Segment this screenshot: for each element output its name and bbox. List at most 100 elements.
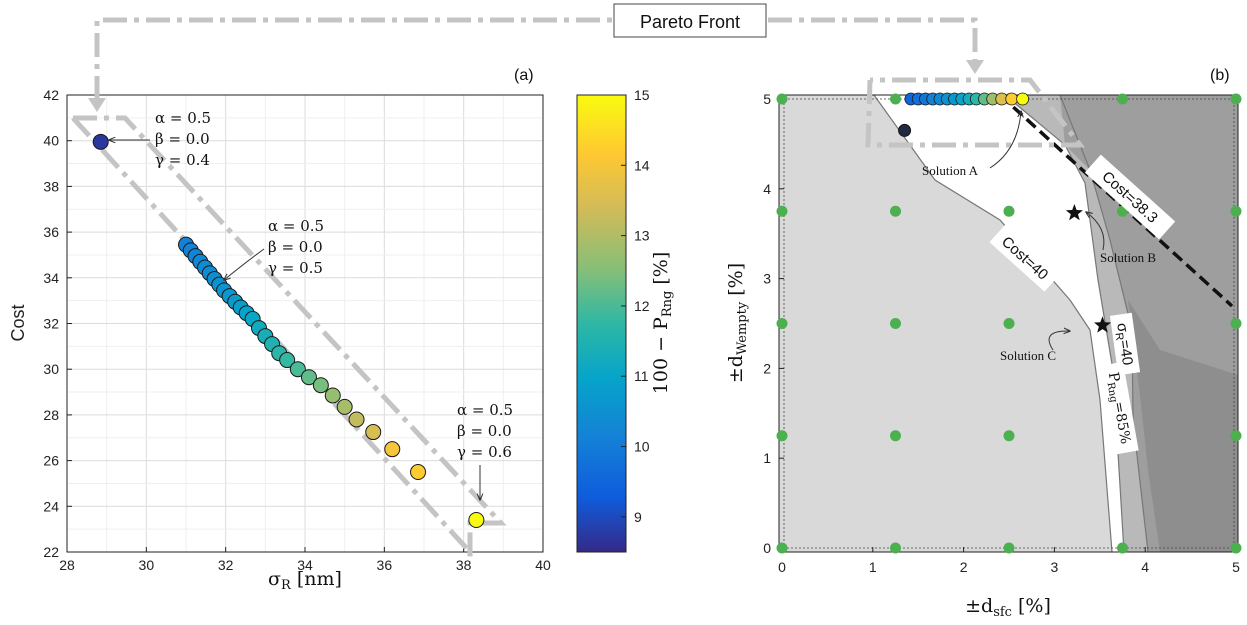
annotation-2-arrow — [224, 248, 265, 280]
annotation-2-line-3: γ = 0.5 — [268, 259, 323, 277]
sample-point — [776, 93, 788, 105]
x-axis-label-b: ±dsfc [%] — [965, 595, 1051, 620]
pareto-point-b — [1016, 92, 1030, 106]
y-tick-label: 32 — [43, 316, 59, 332]
y-tick-label: 34 — [43, 270, 59, 286]
annotation-1: α = 0.5 β = 0.0 γ = 0.4 — [109, 109, 211, 169]
solution-a-label: Solution A — [922, 163, 979, 178]
contour-label-sigma: σR=40 — [1109, 312, 1141, 376]
panel-label-a: (a) — [514, 67, 534, 84]
solution-c-arrow — [1048, 331, 1070, 351]
pareto-connector-left — [94, 17, 612, 100]
pareto-enclosure-b — [865, 77, 1086, 148]
sample-point — [1003, 430, 1015, 442]
colorbar-tick-label: 14 — [634, 157, 650, 173]
sample-point — [1003, 318, 1015, 329]
contour-label-sigma-text: σR=40 — [1111, 322, 1136, 367]
sample-point — [1230, 318, 1242, 329]
pareto-points-b — [904, 92, 1030, 106]
scatter-point — [365, 424, 382, 441]
contour-label-prng-bg — [1101, 361, 1139, 455]
y-tick-label-b: 2 — [763, 360, 771, 376]
y-tick-label: 26 — [43, 453, 59, 469]
x-tick-label: 32 — [218, 557, 234, 573]
solution-a-arrow — [989, 111, 1021, 169]
y-tick-label: 28 — [43, 407, 59, 423]
pareto-point-b — [1005, 92, 1019, 106]
sample-point — [890, 93, 901, 105]
solution-star — [1065, 204, 1083, 221]
annotation-2-line-1: α = 0.5 — [268, 217, 324, 235]
colorbar: 9 10 11 12 13 14 15 100 − PRng [%] — [576, 87, 675, 553]
solution-b-label: Solution B — [1100, 250, 1156, 265]
sample-point — [776, 430, 788, 442]
y-axis-label-a: Cost — [8, 304, 28, 341]
colorbar-tick-label: 12 — [634, 298, 650, 314]
x-tick-label: 36 — [377, 557, 393, 573]
sample-point — [890, 318, 901, 329]
panel-a: 28 30 32 34 36 38 40 22 24 26 28 30 32 34 36 38 40 42 α =… — [8, 67, 551, 593]
pareto-front-label: Pareto Front — [640, 12, 740, 32]
annotation-3-line-2: β = 0.0 — [457, 422, 512, 440]
pareto-connector-right-arrowhead — [966, 60, 984, 74]
region-darkest — [1128, 300, 1238, 552]
pareto-enclosure-a — [73, 115, 507, 560]
y-tick-label: 36 — [43, 224, 59, 240]
region-feasible — [874, 95, 1124, 552]
y-tick-label: 24 — [43, 498, 59, 514]
scatter-point — [384, 441, 401, 458]
solution-b-arrow — [1086, 212, 1105, 251]
annotation-2-line-2: β = 0.0 — [268, 238, 323, 256]
sample-point — [1230, 93, 1242, 105]
x-tick-label-b: 0 — [778, 559, 786, 575]
scatter-point — [92, 133, 109, 150]
annotation-3: α = 0.5 β = 0.0 γ = 0.6 — [457, 401, 513, 500]
sample-point — [1003, 542, 1015, 554]
y-tick-label: 30 — [43, 361, 59, 377]
x-axis-label-a: σR [nm] — [268, 568, 342, 593]
annotation-1-line-2: β = 0.0 — [155, 130, 210, 148]
solution-star — [1094, 316, 1112, 333]
annotation-3-line-3: γ = 0.6 — [457, 443, 512, 461]
contour-cost-40-line — [873, 95, 1113, 552]
sample-point — [776, 205, 788, 217]
contour-label-sigma-bg — [1109, 312, 1141, 376]
y-tick-label-b: 5 — [763, 91, 771, 107]
y-tick-label-b: 4 — [763, 181, 771, 197]
annotation-2: α = 0.5 β = 0.0 γ = 0.5 — [224, 217, 324, 280]
contour-label-cost-40-bg — [989, 224, 1061, 292]
annotation-1-line-3: γ = 0.4 — [155, 151, 210, 169]
y-tick-label: 42 — [43, 87, 59, 103]
sample-point — [776, 318, 788, 329]
scatter-point — [410, 464, 427, 481]
contour-cost-38-line — [998, 95, 1234, 308]
solutions-b — [1065, 204, 1112, 333]
x-tick-label-b: 5 — [1232, 559, 1240, 575]
colorbar-tick-label: 15 — [634, 87, 650, 103]
sample-point — [1003, 205, 1015, 217]
colorbar-tick-label: 10 — [634, 439, 650, 455]
sample-point — [776, 542, 788, 554]
scatter-point — [300, 369, 317, 386]
colorbar-tick-label: 13 — [634, 228, 650, 244]
scatter-point — [324, 387, 341, 404]
colorbar-tick-label: 9 — [634, 509, 642, 525]
x-tick-label-b: 4 — [1141, 559, 1149, 575]
colorbar-label: 100 − PRng [%] — [650, 252, 675, 394]
contour-label-cost-38-bg — [1084, 154, 1176, 240]
y-tick-label-b: 3 — [763, 271, 771, 287]
y-tick-label-b: 1 — [763, 450, 771, 466]
y-axis-label-b: ±dWempty [%] — [725, 263, 750, 383]
x-tick-label-b: 2 — [960, 559, 968, 575]
panel-label-b: (b) — [1210, 67, 1230, 84]
sample-point — [890, 430, 901, 442]
ticks-a: 28 30 32 34 36 38 40 22 24 26 28 30 32 34 36 38 40 42 — [43, 87, 551, 573]
scatter-point — [348, 411, 365, 428]
colorbar-gradient — [576, 94, 627, 553]
scatter-point — [468, 512, 485, 529]
y-tick-label-b: 0 — [763, 540, 771, 556]
pareto-enclosure-a-lower — [71, 116, 472, 554]
sample-point — [890, 542, 901, 554]
